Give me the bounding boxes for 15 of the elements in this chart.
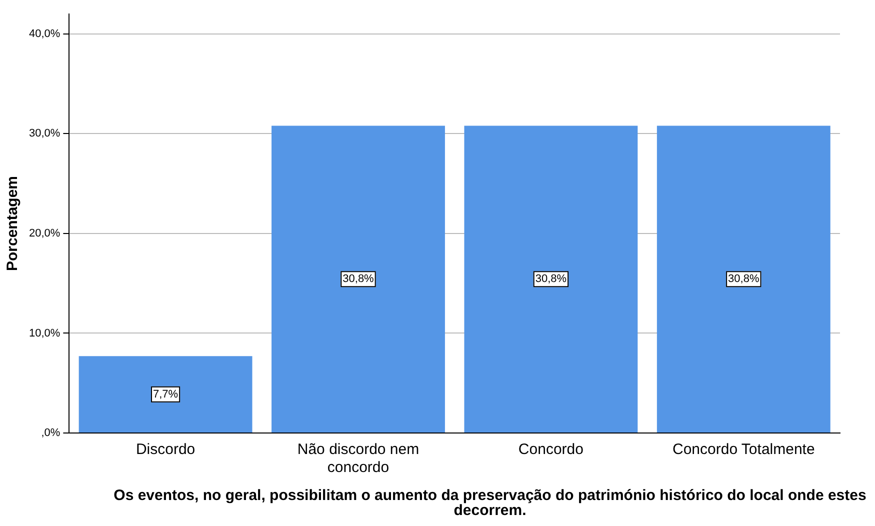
y-tick-label: ,0% bbox=[41, 427, 60, 440]
data-label: 30,8% bbox=[728, 273, 760, 286]
y-tick-label: 40,0% bbox=[28, 28, 60, 40]
y-tick-label: 20,0% bbox=[28, 228, 60, 240]
data-label: 7,7% bbox=[153, 388, 178, 400]
y-axis-title: Porcentagem bbox=[4, 176, 22, 272]
x-tick-label: Concordo Totalmente bbox=[672, 441, 815, 458]
x-tick-label: Concordo bbox=[518, 441, 584, 458]
x-axis-title: Os eventos, no geral, possibilitam o aumento da preservação do património histórico do local onde estes decorrem. bbox=[112, 487, 868, 519]
y-tick-label: 10,0% bbox=[28, 327, 60, 340]
data-label: 30,8% bbox=[535, 273, 567, 286]
data-label: 30,8% bbox=[342, 273, 374, 286]
x-tick-label: Não discordo nem concordo bbox=[297, 441, 420, 476]
y-tick-label: 30,0% bbox=[28, 128, 60, 140]
x-tick-label: Discordo bbox=[136, 441, 196, 458]
